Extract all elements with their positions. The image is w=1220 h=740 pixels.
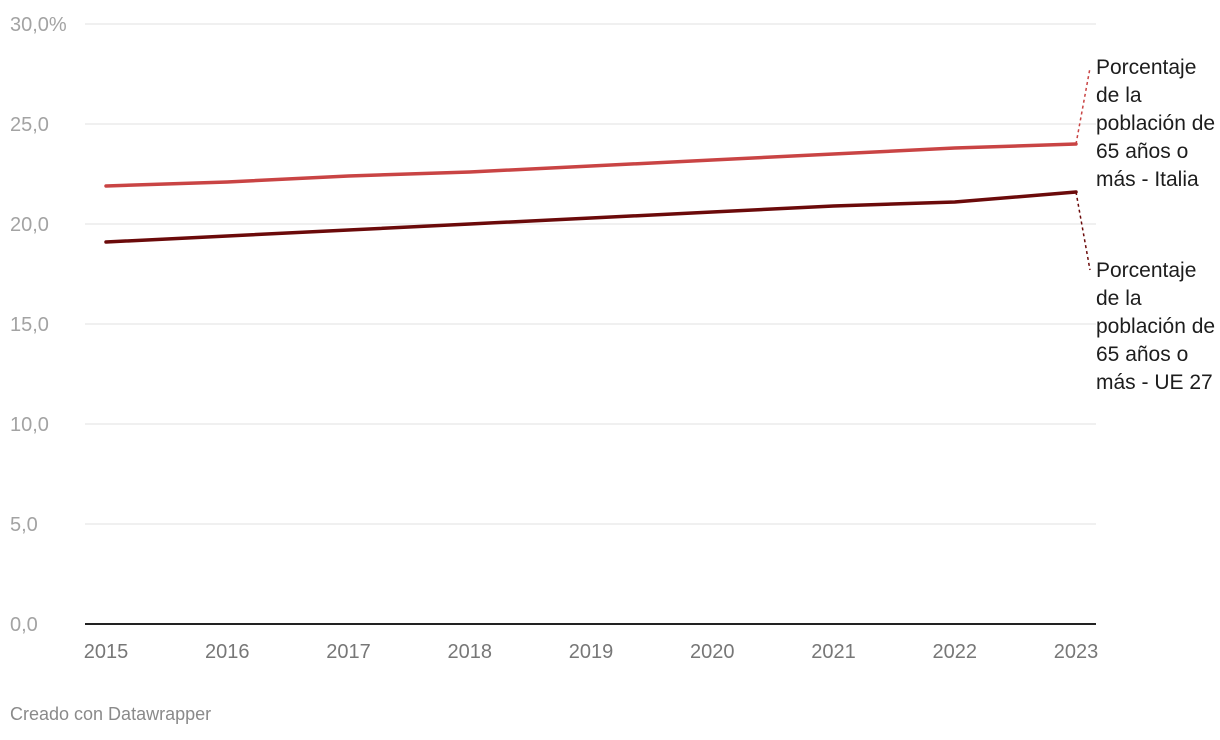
x-tick-label: 2019 xyxy=(569,641,614,663)
line-chart: 0,0 5,0 10,0 15,0 20,0 25,0 30,0% 2015 2016 2017… xyxy=(10,14,1099,663)
x-tick-label: 2015 xyxy=(84,641,129,663)
series-line-italia xyxy=(104,142,1078,188)
series-lines xyxy=(104,142,1078,244)
y-tick-label: 0,0 xyxy=(10,614,38,636)
y-axis-ticks: 0,0 5,0 10,0 15,0 20,0 25,0 30,0% xyxy=(10,14,67,636)
x-tick-label: 2017 xyxy=(326,641,371,663)
y-tick-label: 15,0 xyxy=(10,314,49,336)
x-tick-label: 2016 xyxy=(205,641,250,663)
x-tick-label: 2018 xyxy=(448,641,493,663)
footer-credit: Creado con Datawrapper xyxy=(10,704,212,724)
label-leader xyxy=(1075,67,1091,145)
label-leader xyxy=(1075,191,1091,271)
series-label-ue27: Porcentaje de la población de 65 años o … xyxy=(1096,259,1216,394)
y-tick-label: 25,0 xyxy=(10,114,49,136)
series-line-ue27 xyxy=(104,190,1078,244)
y-tick-label: 20,0 xyxy=(10,214,49,236)
series-label-italia: Porcentaje de la población de 65 años o … xyxy=(1096,56,1216,191)
y-tick-label: 5,0 xyxy=(10,514,38,536)
x-tick-label: 2021 xyxy=(811,641,856,663)
x-axis-ticks: 2015 2016 2017 2018 2019 2020 2021 2022 2023 xyxy=(84,641,1099,663)
x-tick-label: 2023 xyxy=(1054,641,1099,663)
y-tick-label: 10,0 xyxy=(10,414,49,436)
grid-lines xyxy=(85,23,1096,625)
x-tick-label: 2022 xyxy=(933,641,978,663)
x-tick-label: 2020 xyxy=(690,641,735,663)
y-tick-label: 30,0% xyxy=(10,14,67,36)
label-leader-lines xyxy=(1075,67,1091,271)
